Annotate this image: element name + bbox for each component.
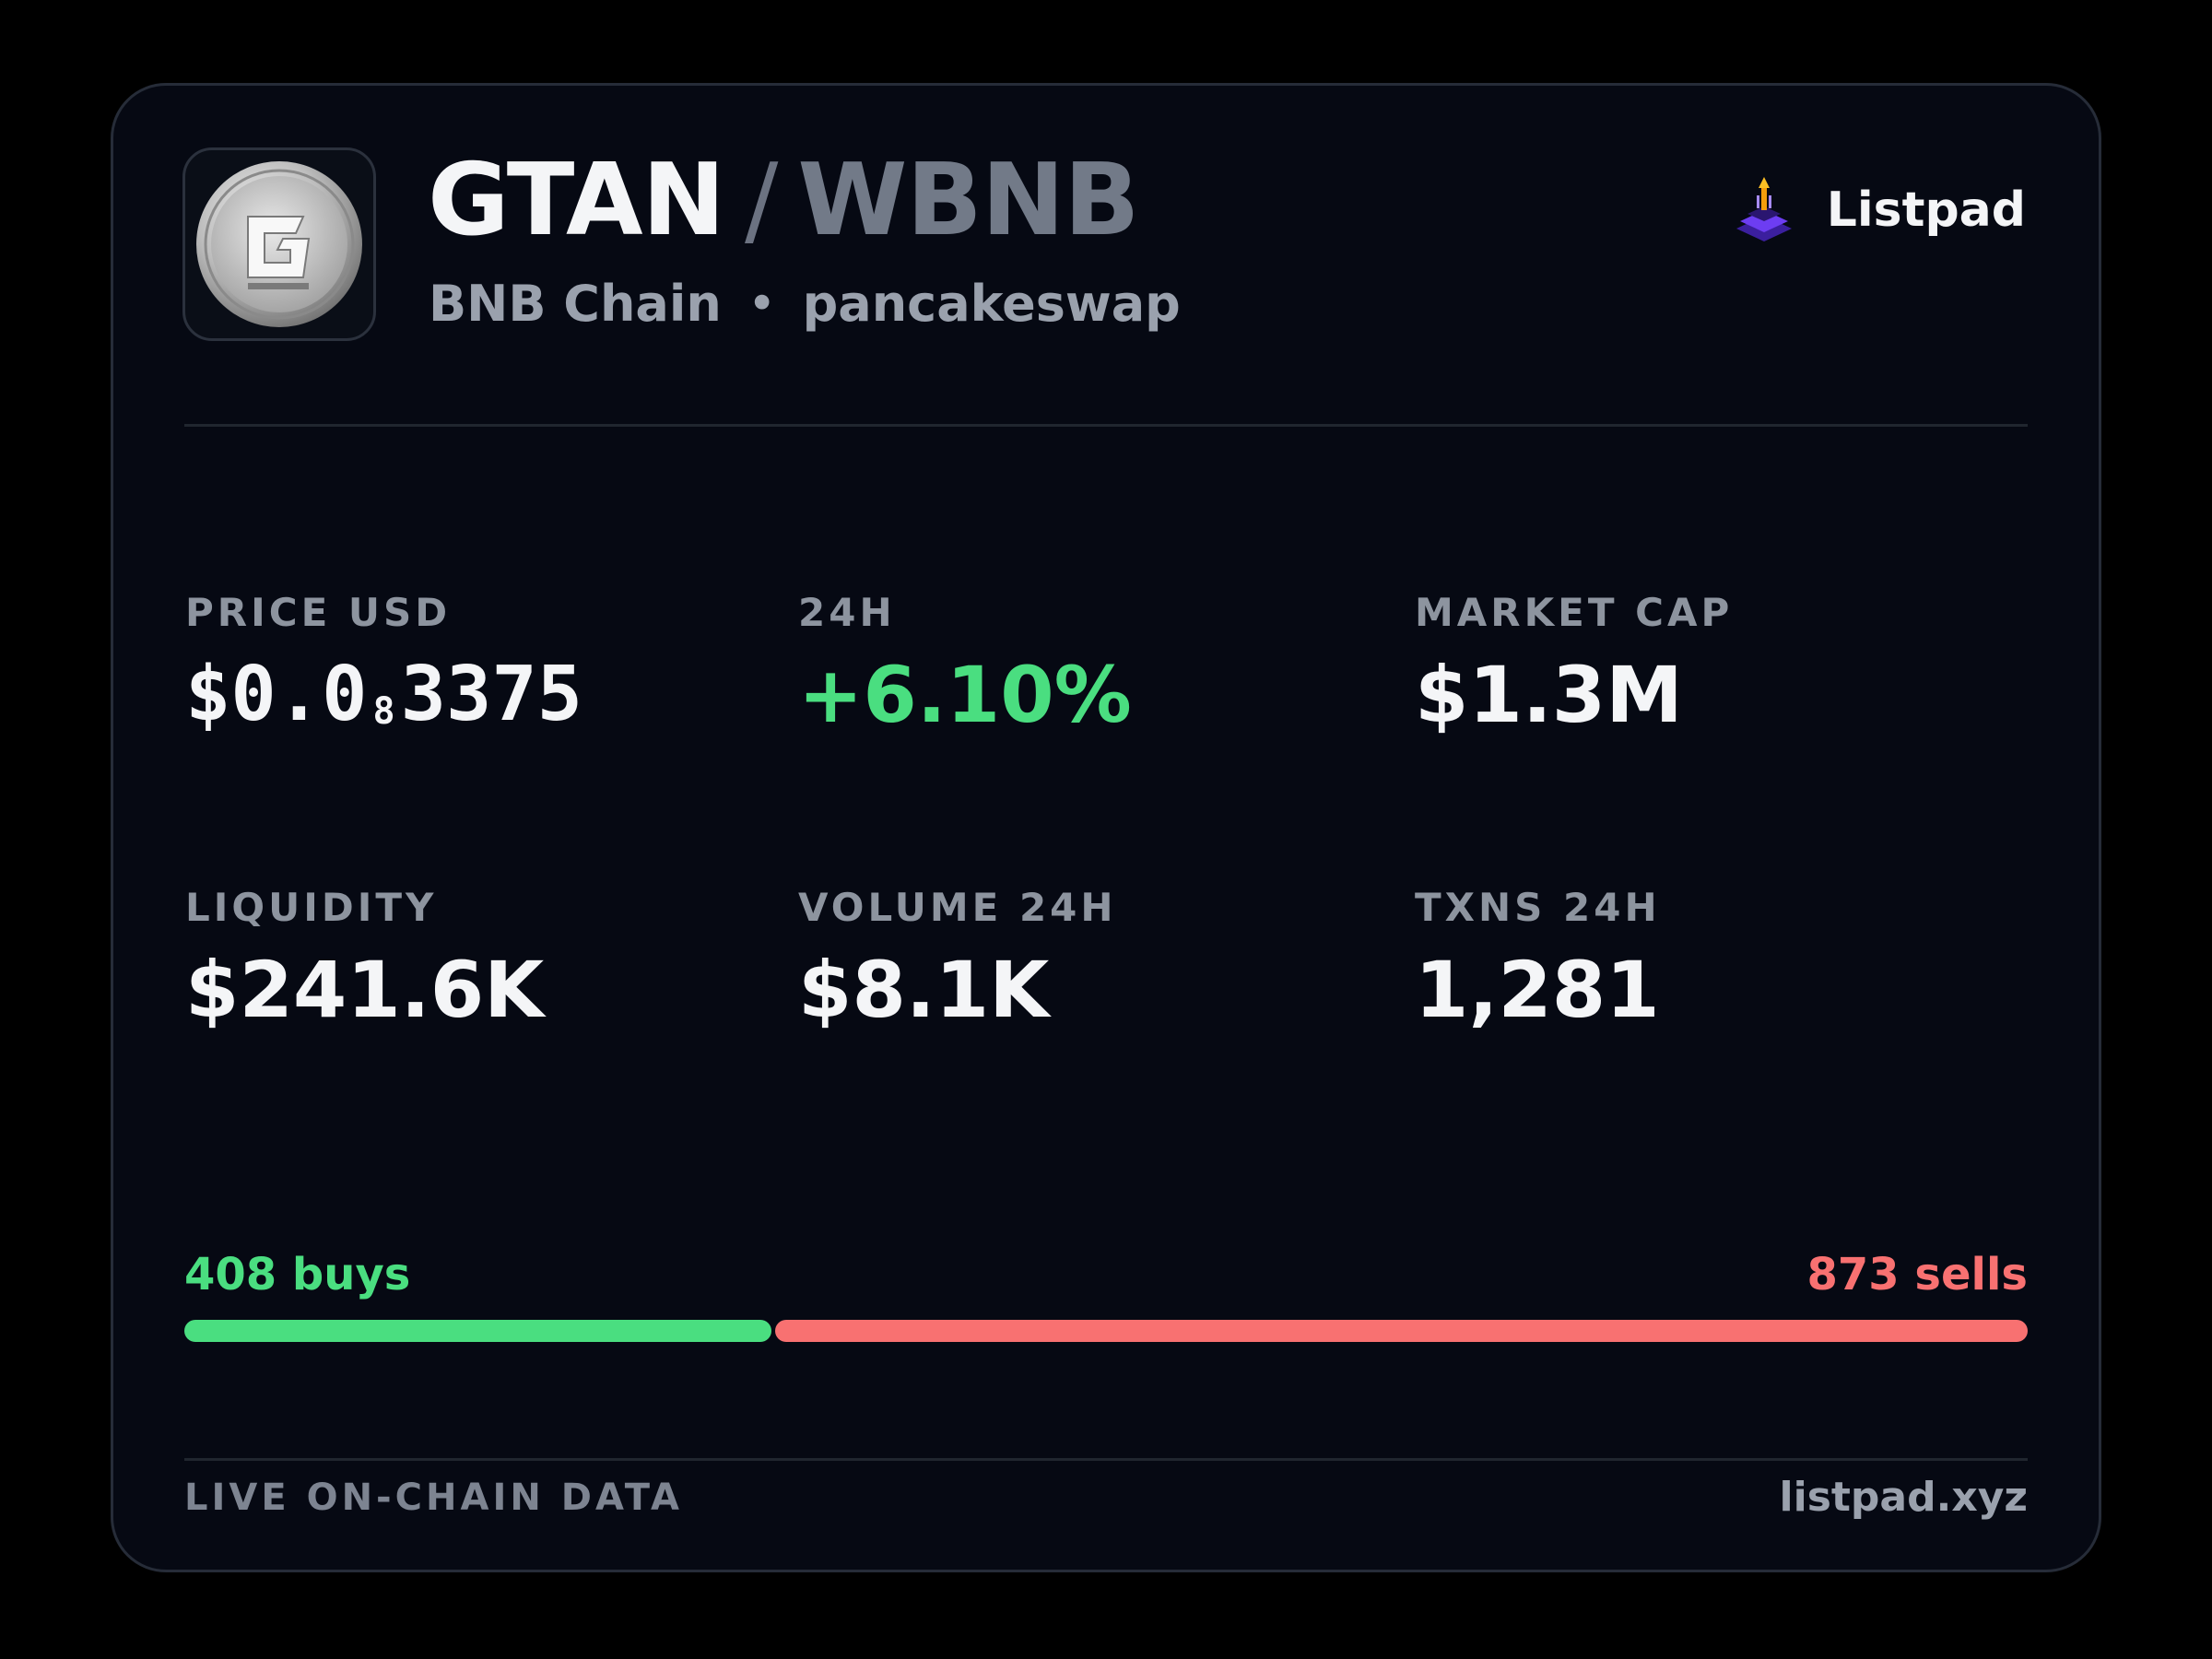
brand-name: Listpad — [1826, 182, 2026, 238]
stat-price: PRICE USD $0.0 83375 — [185, 590, 582, 758]
buy-sell-ratio-bar — [184, 1320, 2028, 1342]
stat-volume-24h: VOLUME 24H $8.1K — [798, 885, 1117, 1036]
stat-change-24h: 24H +6.10% — [798, 590, 1132, 741]
silver-coin-logo-icon — [196, 161, 362, 327]
stat-label-market-cap: MARKET CAP — [1415, 590, 1734, 635]
stat-value-change-24h: +6.10% — [798, 650, 1132, 740]
buys-label: 408 buys — [184, 1249, 411, 1300]
stat-value-price: $0.0 83375 — [185, 649, 582, 758]
footer-divider — [184, 1458, 2028, 1461]
stat-label-txns-24h: TXNS 24H — [1415, 885, 1661, 930]
stat-market-cap: MARKET CAP $1.3M — [1415, 590, 1733, 741]
quote-symbol: WBNB — [797, 143, 1139, 258]
footer-site-link[interactable]: listpad.xyz — [1779, 1474, 2028, 1521]
listpad-rocket-icon — [1735, 177, 1792, 241]
brand-logo[interactable]: Listpad — [1735, 173, 2026, 247]
stat-label-price: PRICE USD — [185, 590, 452, 635]
pair-subtitle: BNB Chain • pancakeswap — [429, 272, 1181, 336]
dex-name: pancakeswap — [802, 275, 1181, 333]
stat-value-liquidity: $241.6K — [185, 945, 545, 1035]
price-digits: 3375 — [400, 651, 583, 738]
stat-value-volume-24h: $8.1K — [798, 945, 1050, 1035]
price-prefix: $0.0 — [185, 651, 368, 738]
buy-sell-labels: 408 buys 873 sells — [184, 1249, 2028, 1304]
pair-separator: / — [745, 143, 778, 258]
stat-value-txns-24h: 1,281 — [1415, 945, 1660, 1035]
stat-label-change-24h: 24H — [798, 590, 896, 635]
token-logo — [182, 147, 376, 341]
sells-label: 873 sells — [1806, 1249, 2028, 1300]
price-zero-count: 8 — [372, 690, 395, 733]
footer-live-data: LIVE ON-CHAIN DATA — [184, 1477, 683, 1519]
stat-txns-24h: TXNS 24H 1,281 — [1415, 885, 1661, 1036]
header-divider — [184, 424, 2028, 427]
subtitle-dot: • — [747, 275, 777, 333]
buys-bar-segment — [184, 1320, 771, 1342]
pair-title: GTAN / WBNB — [428, 136, 1140, 265]
sells-bar-segment — [775, 1320, 2028, 1342]
stat-label-liquidity: LIQUIDITY — [185, 885, 438, 930]
stat-value-market-cap: $1.3M — [1415, 650, 1683, 740]
stat-label-volume-24h: VOLUME 24H — [798, 885, 1117, 930]
base-symbol: GTAN — [428, 143, 725, 258]
stat-liquidity: LIQUIDITY $241.6K — [185, 885, 544, 1036]
chain-name: BNB Chain — [429, 275, 722, 333]
